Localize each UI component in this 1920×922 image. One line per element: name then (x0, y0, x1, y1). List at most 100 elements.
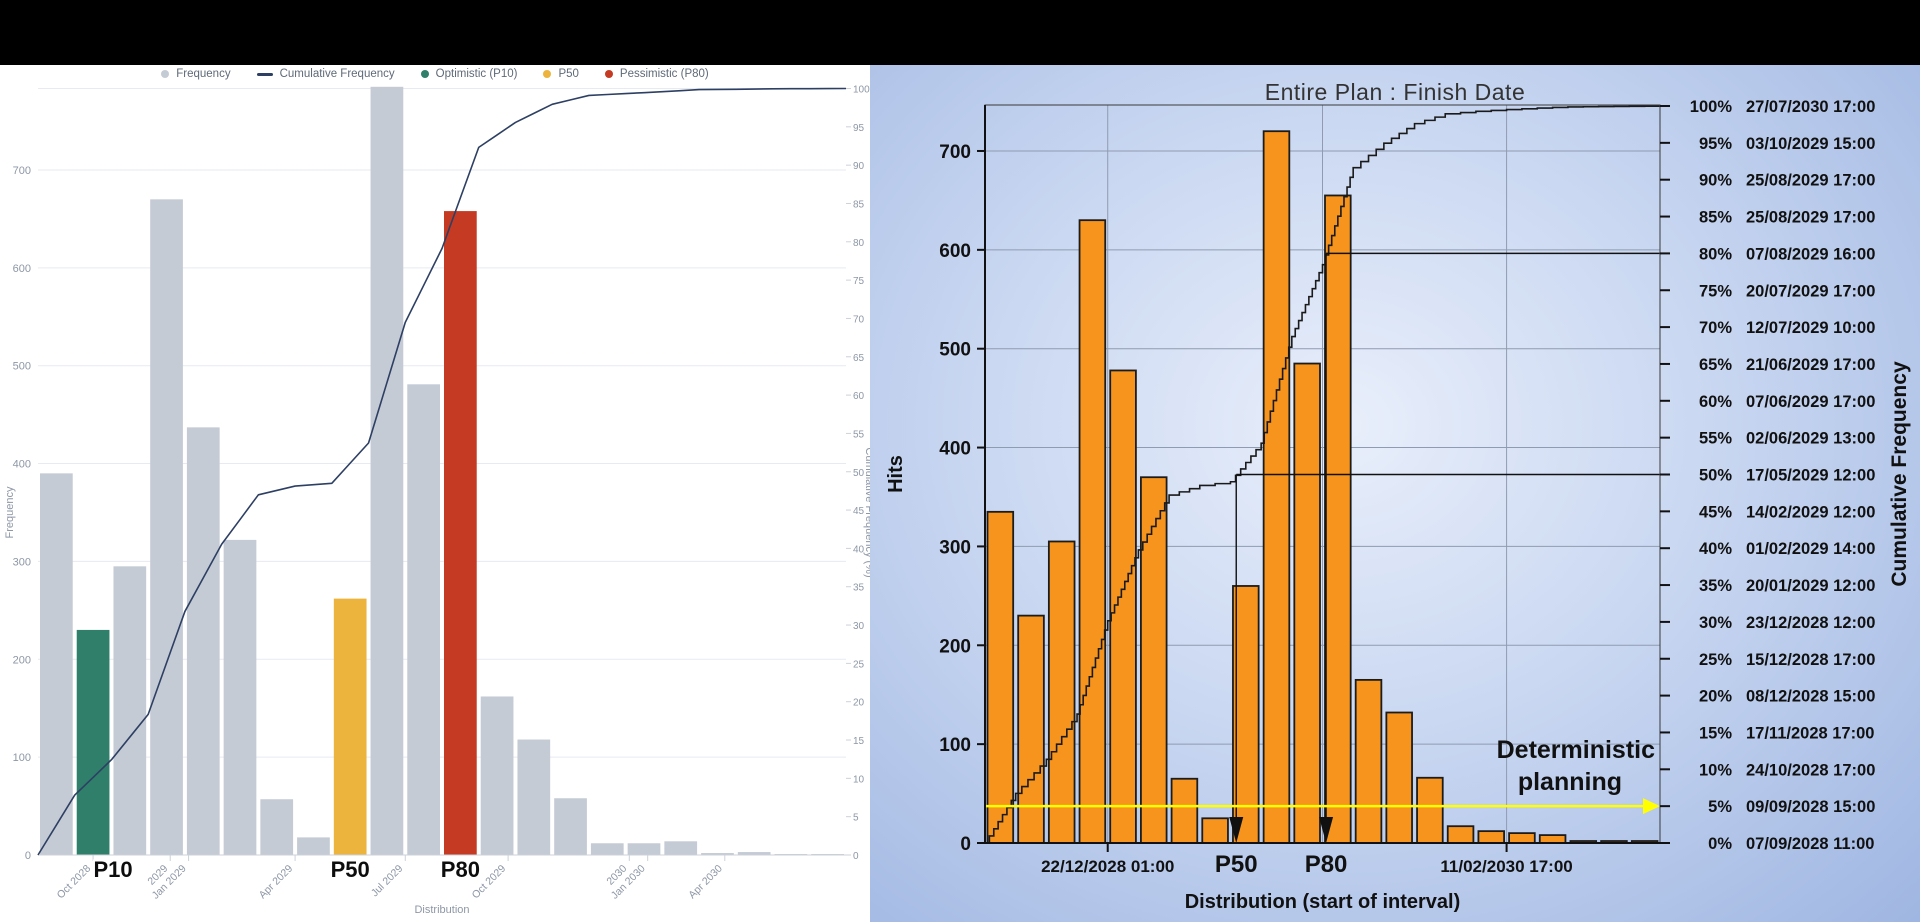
legend-item-cumulative-frequency[interactable]: Cumulative Frequency (256, 68, 395, 80)
percentile-arrow-icon (1319, 817, 1334, 843)
freq-bar (701, 853, 734, 855)
hits-bar (1078, 219, 1107, 844)
legend-item-frequency[interactable]: Frequency (161, 68, 231, 80)
left-chart-panel: Frequency Cumulative Frequency Optimistic … (0, 65, 870, 922)
hits-bar (1262, 130, 1291, 844)
y-axis-tick-label: 500 (13, 361, 31, 373)
y2-axis-tick-label: 35 (853, 583, 865, 594)
x-axis-tick-label: Oct 2028 (55, 863, 94, 902)
hits-bar (1047, 540, 1076, 844)
hits-bar (1538, 834, 1567, 844)
deterministic-label-2: planning (1518, 768, 1622, 796)
legend-dot-swatch (161, 70, 170, 78)
right-axes: 0 100 200 300 400 500 600 700 0% 07/09/2028 11:00… (939, 98, 1875, 876)
hits-bar (1354, 678, 1383, 844)
percent-date-label: 20/01/2029 12:00 (1746, 577, 1875, 595)
hits-bar (1293, 362, 1321, 844)
percent-label: 50% (1699, 467, 1732, 485)
y2-axis-tick-label: 90 (853, 161, 865, 172)
percent-label: 25% (1699, 651, 1732, 669)
y-axis-tick-label: 500 (939, 340, 971, 361)
percent-label: 10% (1699, 761, 1732, 779)
p-marker-label: P50 (1215, 851, 1258, 878)
y-axis-tick-label: 300 (939, 537, 971, 558)
percent-label: 95% (1699, 135, 1732, 153)
freq-bar (297, 837, 330, 855)
y-axis-tick-label: 600 (939, 241, 971, 262)
y2-axis-tick-label: 5 (853, 813, 859, 824)
freq-bar (150, 199, 183, 855)
legend-item-optimistic-p10-[interactable]: Optimistic (P10) (420, 68, 518, 80)
percent-label: 70% (1699, 319, 1732, 337)
percent-date-label: 01/02/2029 14:00 (1746, 540, 1875, 558)
right-overlays: P50 P80 Deterministic planning (985, 105, 1661, 878)
p-marker-label: P80 (441, 857, 480, 882)
y-axis-tick-label: 200 (939, 636, 971, 657)
freq-bar (260, 799, 294, 855)
y2-axis-tick-label: 45 (853, 506, 865, 517)
percent-label: 45% (1699, 503, 1732, 521)
percent-date-label: 23/12/2028 12:00 (1746, 614, 1875, 632)
percent-date-label: 02/06/2029 13:00 (1746, 430, 1875, 448)
percent-date-label: 12/07/2029 10:00 (1746, 319, 1875, 337)
x-axis-tick-label: Apr 2030 (686, 863, 725, 902)
hits-bar (1446, 825, 1475, 844)
percent-date-label: 07/06/2029 17:00 (1746, 393, 1875, 411)
x-axis-title: Distribution (414, 904, 469, 916)
y-axis-tick-label: 700 (939, 142, 971, 163)
y2-axis-tick-label: 40 (853, 544, 865, 555)
percent-date-label: 27/07/2030 17:00 (1746, 98, 1875, 116)
p-marker-label: P80 (1305, 851, 1348, 878)
legend-dot-swatch (543, 70, 552, 78)
hits-bar (1324, 194, 1352, 844)
hits-bar (1385, 711, 1413, 844)
right-chart-title: Entire Plan : Finish Date (1264, 79, 1526, 105)
freq-bar (737, 852, 771, 855)
y2-axis-tick-label: 30 (853, 621, 865, 632)
freq-bar (627, 843, 661, 855)
percent-label: 30% (1699, 614, 1732, 632)
percent-label: 0% (1708, 835, 1732, 853)
freq-bar (113, 566, 147, 855)
y-axis-tick-label: 400 (13, 459, 31, 471)
y-axis-tick-label: 100 (939, 735, 971, 756)
p-marker-label: P50 (331, 857, 370, 882)
hits-bar (1201, 817, 1229, 844)
cumulative-frequency-line (37, 87, 847, 856)
hits-bar (1477, 830, 1505, 844)
legend-label: Optimistic (P10) (435, 68, 518, 80)
freq-bar (590, 843, 624, 855)
y-axis-tick-label: 200 (13, 654, 31, 666)
hits-bar (1140, 476, 1168, 844)
percent-date-label: 08/12/2028 15:00 (1746, 688, 1875, 706)
percent-label: 20% (1699, 688, 1732, 706)
percent-label: 75% (1699, 282, 1732, 300)
y2-axis-tick-label: 55 (853, 429, 865, 440)
left-chart-legend: Frequency Cumulative Frequency Optimistic … (0, 68, 870, 80)
y2-axis-tick-label: 20 (853, 698, 865, 709)
percent-date-label: 25/08/2029 17:00 (1746, 172, 1875, 190)
percent-date-label: 15/12/2028 17:00 (1746, 651, 1875, 669)
right-chart-svg: P50 P80 Deterministic planning 0 100 200 300 400… (885, 98, 1911, 913)
y-axis-tick-label: 600 (13, 263, 31, 275)
p-marker-label: P10 (94, 857, 133, 882)
freq-bar (407, 384, 440, 855)
legend-label: Cumulative Frequency (279, 68, 395, 80)
hits-bar (1170, 777, 1199, 844)
legend-item-p50[interactable]: P50 (543, 68, 579, 80)
percent-date-label: 17/05/2029 12:00 (1746, 467, 1875, 485)
percent-date-label: 09/09/2028 15:00 (1746, 798, 1875, 816)
y2-axis-tick-label: 80 (853, 238, 865, 249)
freq-bar (186, 427, 220, 855)
percent-label: 35% (1699, 577, 1732, 595)
percent-date-label: 07/09/2028 11:00 (1746, 835, 1874, 853)
percent-label: 100% (1690, 98, 1733, 116)
y-axis-tick-label: 700 (13, 165, 31, 177)
legend-dot-swatch (420, 70, 429, 78)
percent-date-label: 21/06/2029 17:00 (1746, 356, 1875, 374)
x-axis-tick-label: 11/02/2030 17:00 (1440, 857, 1572, 876)
y-axis-title: Hits (885, 455, 907, 493)
percent-label: 80% (1699, 245, 1732, 263)
legend-item-pessimistic-p80-[interactable]: Pessimistic (P80) (604, 68, 709, 80)
